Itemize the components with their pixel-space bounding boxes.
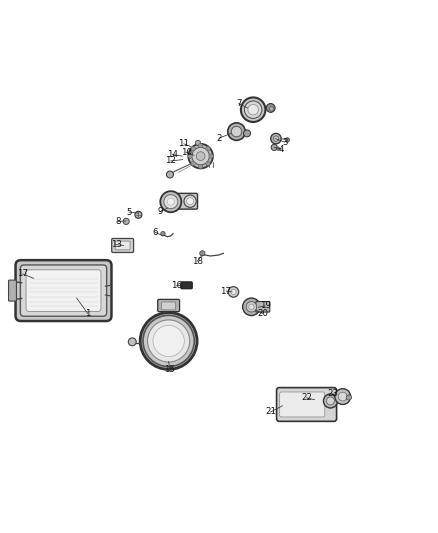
FancyBboxPatch shape	[177, 193, 198, 209]
FancyBboxPatch shape	[26, 270, 101, 311]
Circle shape	[323, 394, 337, 408]
FancyBboxPatch shape	[8, 280, 16, 301]
FancyBboxPatch shape	[277, 387, 336, 421]
Circle shape	[338, 392, 347, 401]
Text: 1: 1	[85, 309, 90, 318]
FancyBboxPatch shape	[162, 302, 176, 310]
Text: 22: 22	[301, 393, 312, 402]
Text: 17: 17	[220, 287, 232, 295]
Circle shape	[346, 395, 351, 400]
Text: 23: 23	[327, 389, 339, 398]
Text: 17: 17	[17, 270, 28, 278]
Text: 14: 14	[166, 150, 178, 159]
Circle shape	[209, 154, 213, 158]
Circle shape	[276, 147, 280, 150]
Text: 7: 7	[236, 99, 241, 108]
FancyBboxPatch shape	[20, 265, 106, 316]
Circle shape	[187, 198, 194, 205]
Circle shape	[191, 147, 195, 151]
Circle shape	[188, 144, 213, 168]
Circle shape	[135, 211, 142, 219]
Circle shape	[140, 312, 197, 369]
Text: 11: 11	[178, 139, 190, 148]
Circle shape	[191, 161, 195, 166]
Circle shape	[198, 143, 203, 148]
Text: 9: 9	[157, 207, 162, 216]
Circle shape	[269, 107, 274, 111]
Circle shape	[200, 251, 205, 256]
Circle shape	[188, 154, 192, 158]
Circle shape	[184, 195, 196, 207]
Circle shape	[241, 98, 265, 122]
Circle shape	[249, 304, 254, 310]
Circle shape	[166, 171, 173, 178]
FancyBboxPatch shape	[181, 282, 192, 289]
Text: 16: 16	[171, 281, 182, 290]
Circle shape	[160, 191, 181, 212]
Circle shape	[128, 338, 136, 346]
Circle shape	[273, 136, 279, 141]
FancyBboxPatch shape	[15, 260, 111, 321]
Circle shape	[326, 397, 335, 405]
Circle shape	[266, 103, 275, 112]
Circle shape	[228, 123, 245, 140]
Text: 13: 13	[110, 240, 122, 249]
Text: 3: 3	[282, 138, 287, 147]
Circle shape	[248, 104, 258, 115]
Circle shape	[244, 130, 251, 137]
Circle shape	[206, 161, 210, 166]
Circle shape	[243, 298, 260, 316]
Circle shape	[143, 316, 194, 367]
Circle shape	[271, 133, 281, 144]
Circle shape	[148, 320, 190, 362]
Circle shape	[335, 389, 351, 405]
Text: 10: 10	[180, 148, 192, 157]
Circle shape	[285, 138, 290, 142]
FancyBboxPatch shape	[279, 392, 325, 417]
Circle shape	[192, 147, 209, 165]
Circle shape	[167, 198, 174, 205]
Text: 18: 18	[191, 257, 203, 266]
Circle shape	[123, 219, 129, 224]
Circle shape	[161, 231, 165, 236]
Circle shape	[228, 287, 239, 297]
Text: 12: 12	[165, 157, 177, 165]
Circle shape	[271, 144, 277, 150]
Text: 8: 8	[116, 217, 121, 226]
Text: 21: 21	[265, 407, 276, 416]
Text: 4: 4	[279, 144, 284, 154]
FancyBboxPatch shape	[112, 238, 134, 253]
Circle shape	[244, 101, 262, 118]
Text: 20: 20	[257, 309, 268, 318]
Circle shape	[196, 152, 205, 160]
Text: 5: 5	[127, 208, 132, 217]
Text: 15: 15	[164, 365, 176, 374]
Circle shape	[231, 126, 242, 137]
Circle shape	[153, 325, 184, 357]
Text: 2: 2	[216, 134, 222, 143]
Text: 19: 19	[260, 302, 270, 310]
Text: 6: 6	[153, 228, 158, 237]
Circle shape	[195, 140, 201, 146]
Circle shape	[231, 289, 236, 295]
Circle shape	[164, 195, 178, 209]
FancyBboxPatch shape	[158, 300, 180, 312]
FancyBboxPatch shape	[115, 241, 130, 250]
Circle shape	[206, 147, 210, 151]
FancyBboxPatch shape	[256, 302, 270, 312]
Circle shape	[198, 165, 203, 169]
Circle shape	[246, 302, 257, 312]
